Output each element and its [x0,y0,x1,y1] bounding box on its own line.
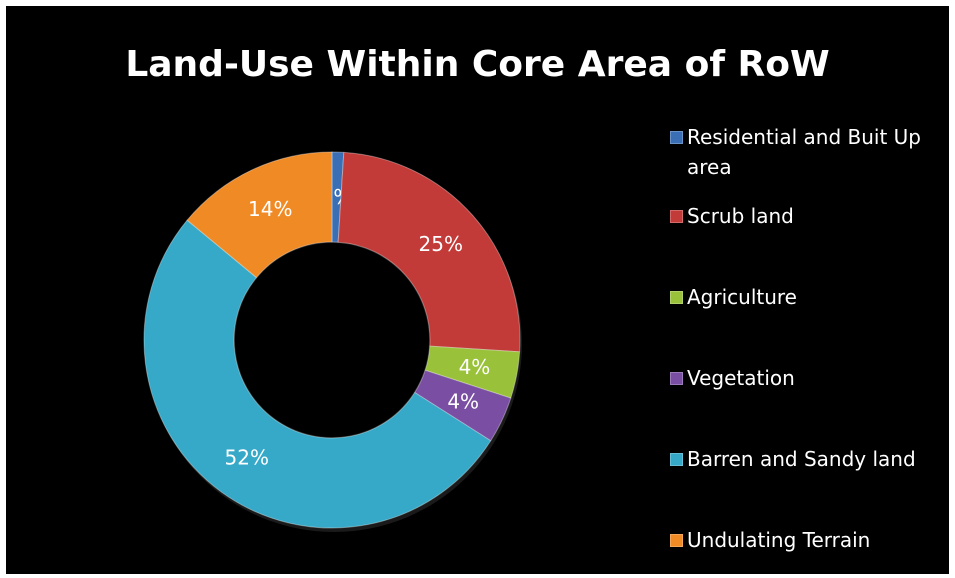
data-label: 52% [225,445,269,469]
donut-hole [235,243,429,437]
slice-vegetation [414,369,512,442]
legend-swatch [670,131,683,144]
data-label: 4% [459,355,491,379]
slice-residential-and-buit-up-area [331,151,345,243]
data-label: 25% [419,232,463,256]
legend-label: Undulating Terrain [687,528,871,552]
legend-label: Vegetation [687,366,795,390]
legend-label: Barren and Sandy land [687,447,916,471]
slice-scrub-land [337,151,521,353]
legend-item: Vegetation [664,363,795,393]
legend-item: Scrub land [664,201,794,231]
chart-area: Land-Use Within Core Area of RoW 1% 25% 4%… [6,6,949,574]
legend-swatch [670,453,683,466]
legend-swatch [670,534,683,547]
slice-undulating-terrain [186,151,333,279]
legend-swatch [670,210,683,223]
legend-item: Agriculture [664,282,797,312]
chart-title: Land-Use Within Core Area of RoW [125,44,830,85]
legend-item: Barren and Sandy land [664,444,916,474]
data-label: 14% [248,197,292,221]
slice-agriculture [424,345,521,399]
legend-item: Undulating Terrain [664,525,870,555]
legend-label: Agriculture [687,285,797,309]
data-label: 4% [447,390,479,414]
legend-swatch [670,291,683,304]
donut-chart: 1%25%4%4%52%14% [143,151,522,532]
legend-item: Residential and Buit Up area [664,122,949,182]
slice-barren-and-sandy-land [143,219,492,529]
legend-label: Scrub land [687,204,794,228]
legend-swatch [670,372,683,385]
legend-label: Residential and Buit Up area [687,125,921,179]
